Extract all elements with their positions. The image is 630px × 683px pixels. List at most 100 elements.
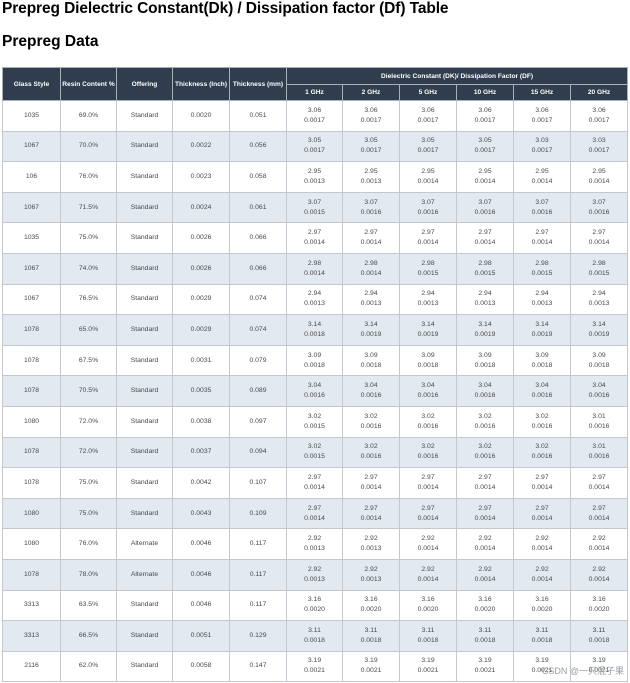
dk-value: 3.02 [535, 412, 549, 420]
df-value: 0.0014 [417, 177, 439, 185]
cell-glass-style: 1035 [2, 100, 61, 132]
cell-dk-df: 3.03 0.0017 [569, 130, 629, 163]
cell-dk-df: 3.19 0.0021 [456, 650, 514, 683]
df-value: 0.0018 [417, 361, 439, 369]
df-value: 0.0013 [588, 300, 610, 308]
df-value: 0.0014 [588, 514, 610, 522]
df-value: 0.0021 [531, 667, 553, 675]
dk-value: 3.09 [478, 351, 492, 359]
cell-offering: Standard [116, 222, 173, 254]
dk-value: 3.06 [478, 106, 492, 114]
dk-value: 3.16 [421, 596, 435, 604]
cell-dk-df: 3.06 0.0017 [513, 100, 571, 132]
cell-thickness-mm: 0.147 [229, 650, 287, 683]
df-value: 0.0014 [474, 177, 496, 185]
cell-dk-df: 2.98 0.0015 [513, 252, 571, 285]
dk-value: 2.92 [535, 535, 549, 543]
cell-thickness-mm: 0.089 [229, 375, 287, 407]
cell-dk-df: 2.95 0.0014 [513, 161, 571, 193]
dk-value: 3.19 [307, 657, 322, 665]
cell-dk-df: 3.11 0.0018 [399, 620, 457, 652]
dk-value: 2.95 [592, 167, 606, 175]
table-row: 1080 72.0% Standard 0.0038 0.097 3.02 0.0015 3.… [2, 405, 629, 438]
dk-value: 3.14 [364, 320, 378, 328]
cell-dk-df: 3.01 0.0016 [569, 436, 629, 469]
cell-dk-df: 2.98 0.0015 [399, 252, 457, 285]
cell-resin-content: 72.0% [60, 436, 117, 469]
cell-dk-df: 2.92 0.0013 [286, 558, 343, 591]
cell-thickness-inch: 0.0020 [172, 100, 230, 132]
cell-dk-df: 3.07 0.0016 [513, 191, 571, 224]
df-value: 0.0017 [588, 116, 610, 124]
dk-value: 3.11 [592, 626, 606, 634]
cell-thickness-mm: 0.097 [229, 405, 287, 438]
dk-value: 2.92 [535, 565, 549, 573]
cell-resin-content: 76.5% [60, 283, 117, 316]
dk-value: 2.95 [535, 167, 549, 175]
cell-thickness-inch: 0.0038 [172, 405, 230, 438]
cell-dk-df: 2.97 0.0014 [513, 467, 571, 499]
cell-offering: Standard [116, 191, 173, 224]
table-body: 1035 69.0% Standard 0.0020 0.051 3.06 0.0017 3.… [2, 100, 629, 683]
cell-dk-df: 2.92 0.0013 [286, 528, 343, 560]
df-value: 0.0017 [304, 116, 325, 124]
df-value: 0.0014 [417, 575, 439, 583]
df-value: 0.0016 [474, 422, 496, 430]
df-value: 0.0014 [588, 483, 610, 491]
dk-value: 3.02 [364, 443, 378, 451]
cell-dk-df: 3.04 0.0016 [513, 375, 571, 407]
cell-dk-df: 3.07 0.0016 [569, 191, 629, 224]
dk-value: 3.06 [421, 106, 435, 114]
df-value: 0.0018 [360, 361, 382, 369]
cell-thickness-inch: 0.0037 [172, 436, 230, 469]
dk-value: 3.02 [421, 443, 435, 451]
cell-dk-df: 3.19 0.0021 [399, 650, 457, 683]
cell-dk-df: 3.09 0.0018 [513, 344, 571, 377]
dk-value: 3.07 [478, 198, 492, 206]
df-value: 0.0014 [474, 514, 496, 522]
df-value: 0.0016 [474, 453, 496, 461]
cell-thickness-mm: 0.109 [229, 497, 287, 530]
dk-value: 3.09 [364, 351, 378, 359]
dk-value: 3.11 [478, 626, 492, 634]
cell-glass-style: 106 [2, 161, 61, 193]
cell-dk-df: 3.06 0.0017 [569, 100, 629, 132]
dk-value: 3.04 [535, 382, 549, 390]
dk-value: 3.01 [592, 412, 606, 420]
cell-dk-df: 2.97 0.0014 [569, 497, 629, 530]
cell-dk-df: 2.97 0.0014 [569, 222, 629, 254]
cell-dk-df: 3.02 0.0016 [513, 405, 571, 438]
dk-value: 2.97 [307, 473, 322, 481]
df-value: 0.0021 [588, 667, 610, 675]
cell-dk-df: 2.94 0.0013 [569, 283, 629, 316]
cell-dk-df: 3.11 0.0018 [456, 620, 514, 652]
df-value: 0.0016 [531, 392, 553, 400]
cell-dk-df: 3.16 0.0020 [569, 589, 629, 622]
cell-dk-df: 3.14 0.0019 [342, 314, 400, 346]
cell-dk-df: 3.02 0.0016 [342, 405, 400, 438]
cell-glass-style: 1067 [2, 191, 61, 224]
cell-dk-df: 3.06 0.0017 [342, 100, 400, 132]
df-value: 0.0018 [417, 636, 439, 644]
header-frequency: 5 GHz [399, 84, 457, 101]
cell-dk-df: 2.97 0.0014 [399, 497, 457, 530]
cell-thickness-mm: 0.094 [229, 436, 287, 469]
cell-dk-df: 3.03 0.0017 [513, 130, 571, 163]
cell-resin-content: 62.0% [60, 650, 117, 683]
cell-dk-df: 2.92 0.0014 [513, 558, 571, 591]
table-row: 1078 75.0% Standard 0.0042 0.107 2.97 0.0014 2.… [2, 467, 629, 499]
cell-dk-df: 2.97 0.0014 [342, 467, 400, 499]
cell-dk-df: 3.11 0.0018 [342, 620, 400, 652]
prepreg-data-table: Glass Style Resin Content % Offering Thi… [2, 67, 629, 683]
cell-dk-df: 3.16 0.0020 [513, 589, 571, 622]
dk-value: 2.92 [478, 535, 492, 543]
cell-dk-df: 2.97 0.0014 [456, 467, 514, 499]
table-row: 1035 75.0% Standard 0.0026 0.066 2.97 0.0014 2.… [2, 222, 629, 254]
dk-value: 3.09 [307, 351, 322, 359]
cell-glass-style: 1080 [2, 528, 61, 560]
cell-offering: Standard [116, 283, 173, 316]
df-value: 0.0014 [417, 545, 439, 553]
cell-dk-df: 3.14 0.0019 [456, 314, 514, 346]
dk-value: 2.98 [307, 259, 322, 267]
dk-value: 3.07 [364, 198, 378, 206]
